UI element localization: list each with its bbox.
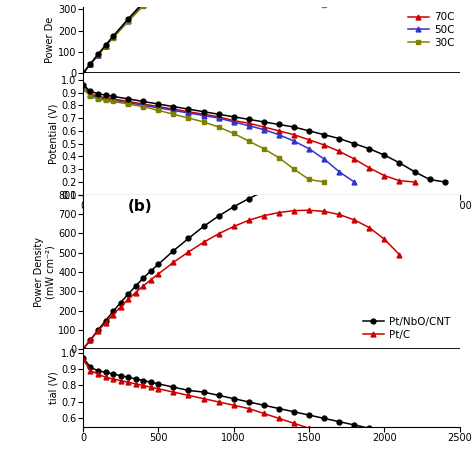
Y-axis label: tial (V): tial (V) xyxy=(48,372,59,404)
Legend: Pt/NbO/CNT, Pt/C: Pt/NbO/CNT, Pt/C xyxy=(359,313,455,344)
Y-axis label: Power Density
(mW cm⁻²): Power Density (mW cm⁻²) xyxy=(34,237,55,307)
X-axis label: Current Density (mA cm⁻²): Current Density (mA cm⁻²) xyxy=(201,215,341,225)
Text: (b): (b) xyxy=(128,200,153,214)
Legend: 70C, 50C, 30C: 70C, 50C, 30C xyxy=(404,8,459,52)
Y-axis label: Potential (V): Potential (V) xyxy=(48,104,59,164)
Y-axis label: Power De: Power De xyxy=(46,17,55,64)
